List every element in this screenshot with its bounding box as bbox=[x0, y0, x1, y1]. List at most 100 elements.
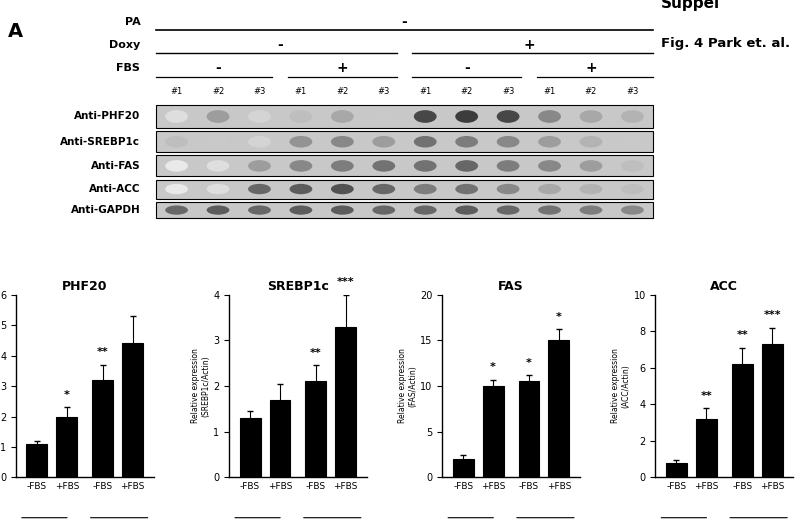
Bar bbox=[239, 418, 260, 477]
Text: -: - bbox=[277, 38, 283, 52]
Bar bbox=[518, 381, 540, 477]
Ellipse shape bbox=[621, 160, 644, 172]
Text: Anti-PHF20: Anti-PHF20 bbox=[74, 112, 140, 121]
Text: #1: #1 bbox=[543, 87, 556, 96]
Text: Anti-SREBP1c: Anti-SREBP1c bbox=[60, 136, 140, 147]
Text: #3: #3 bbox=[502, 87, 514, 96]
Bar bbox=[762, 344, 783, 477]
Ellipse shape bbox=[580, 136, 602, 147]
Text: ***: *** bbox=[763, 310, 781, 320]
Ellipse shape bbox=[331, 110, 354, 123]
Ellipse shape bbox=[207, 160, 229, 172]
Text: #3: #3 bbox=[377, 87, 390, 96]
Ellipse shape bbox=[372, 136, 395, 147]
Text: Anti-ACC: Anti-ACC bbox=[89, 184, 140, 194]
Ellipse shape bbox=[580, 184, 602, 194]
Text: **: ** bbox=[700, 391, 712, 401]
Ellipse shape bbox=[207, 136, 229, 147]
Ellipse shape bbox=[538, 206, 561, 215]
Bar bbox=[549, 340, 570, 477]
Bar bbox=[305, 381, 326, 477]
Ellipse shape bbox=[497, 184, 520, 194]
Ellipse shape bbox=[248, 136, 271, 147]
Bar bbox=[269, 400, 291, 477]
Ellipse shape bbox=[331, 206, 354, 215]
Ellipse shape bbox=[165, 206, 188, 215]
Bar bbox=[666, 463, 687, 477]
Ellipse shape bbox=[165, 184, 188, 194]
Bar bbox=[26, 444, 47, 477]
Ellipse shape bbox=[248, 110, 271, 123]
Ellipse shape bbox=[289, 110, 312, 123]
Text: -: - bbox=[215, 61, 221, 75]
Text: #1: #1 bbox=[171, 87, 183, 96]
Text: #2: #2 bbox=[212, 87, 224, 96]
Ellipse shape bbox=[331, 184, 354, 194]
Ellipse shape bbox=[289, 184, 312, 194]
Text: FBS: FBS bbox=[116, 63, 140, 73]
Y-axis label: Relative expression
(SREBP1c/Actin): Relative expression (SREBP1c/Actin) bbox=[191, 349, 211, 424]
Text: Doxy: Doxy bbox=[109, 40, 140, 50]
Ellipse shape bbox=[621, 136, 644, 147]
Ellipse shape bbox=[455, 160, 478, 172]
Text: *: * bbox=[556, 312, 562, 322]
Ellipse shape bbox=[289, 136, 312, 147]
Text: -: - bbox=[401, 15, 408, 29]
Ellipse shape bbox=[414, 110, 437, 123]
Text: +: + bbox=[336, 61, 348, 75]
Ellipse shape bbox=[372, 184, 395, 194]
Text: #2: #2 bbox=[336, 87, 348, 96]
Ellipse shape bbox=[497, 206, 520, 215]
Title: PHF20: PHF20 bbox=[62, 280, 107, 293]
Ellipse shape bbox=[207, 206, 229, 215]
Ellipse shape bbox=[248, 160, 271, 172]
Ellipse shape bbox=[538, 160, 561, 172]
Text: +: + bbox=[523, 38, 534, 52]
Text: #2: #2 bbox=[461, 87, 473, 96]
Text: #2: #2 bbox=[585, 87, 597, 96]
Text: **: ** bbox=[97, 347, 109, 358]
Ellipse shape bbox=[248, 184, 271, 194]
Ellipse shape bbox=[621, 206, 644, 215]
Text: **: ** bbox=[736, 331, 748, 340]
Text: A: A bbox=[8, 22, 23, 41]
Ellipse shape bbox=[289, 206, 312, 215]
Ellipse shape bbox=[248, 206, 271, 215]
Ellipse shape bbox=[165, 160, 188, 172]
FancyBboxPatch shape bbox=[156, 105, 653, 128]
Ellipse shape bbox=[331, 160, 354, 172]
Bar bbox=[696, 419, 717, 477]
Ellipse shape bbox=[621, 184, 644, 194]
Ellipse shape bbox=[414, 206, 437, 215]
Bar bbox=[483, 386, 504, 477]
Text: #1: #1 bbox=[419, 87, 432, 96]
Ellipse shape bbox=[455, 110, 478, 123]
Ellipse shape bbox=[538, 110, 561, 123]
Text: Anti-GAPDH: Anti-GAPDH bbox=[70, 205, 140, 215]
Title: ACC: ACC bbox=[710, 280, 739, 293]
Ellipse shape bbox=[580, 160, 602, 172]
Ellipse shape bbox=[414, 136, 437, 147]
Bar bbox=[336, 326, 356, 477]
FancyBboxPatch shape bbox=[156, 131, 653, 152]
Ellipse shape bbox=[621, 110, 644, 123]
Text: -: - bbox=[464, 61, 469, 75]
Text: **: ** bbox=[310, 348, 322, 358]
Title: SREBP1c: SREBP1c bbox=[267, 280, 329, 293]
Text: Fig. 4 Park et. al.: Fig. 4 Park et. al. bbox=[661, 37, 790, 50]
Text: PA: PA bbox=[125, 17, 140, 27]
Ellipse shape bbox=[455, 136, 478, 147]
Ellipse shape bbox=[289, 160, 312, 172]
Ellipse shape bbox=[165, 110, 188, 123]
FancyBboxPatch shape bbox=[156, 155, 653, 176]
Y-axis label: Relative expression
(ACC/Actin): Relative expression (ACC/Actin) bbox=[611, 349, 630, 424]
Ellipse shape bbox=[455, 184, 478, 194]
Bar bbox=[122, 344, 143, 477]
Text: Suppel: Suppel bbox=[661, 0, 720, 11]
Bar bbox=[453, 459, 473, 477]
Text: *: * bbox=[64, 390, 70, 400]
FancyBboxPatch shape bbox=[156, 180, 653, 198]
Ellipse shape bbox=[414, 184, 437, 194]
Ellipse shape bbox=[580, 206, 602, 215]
Text: +: + bbox=[586, 61, 597, 75]
